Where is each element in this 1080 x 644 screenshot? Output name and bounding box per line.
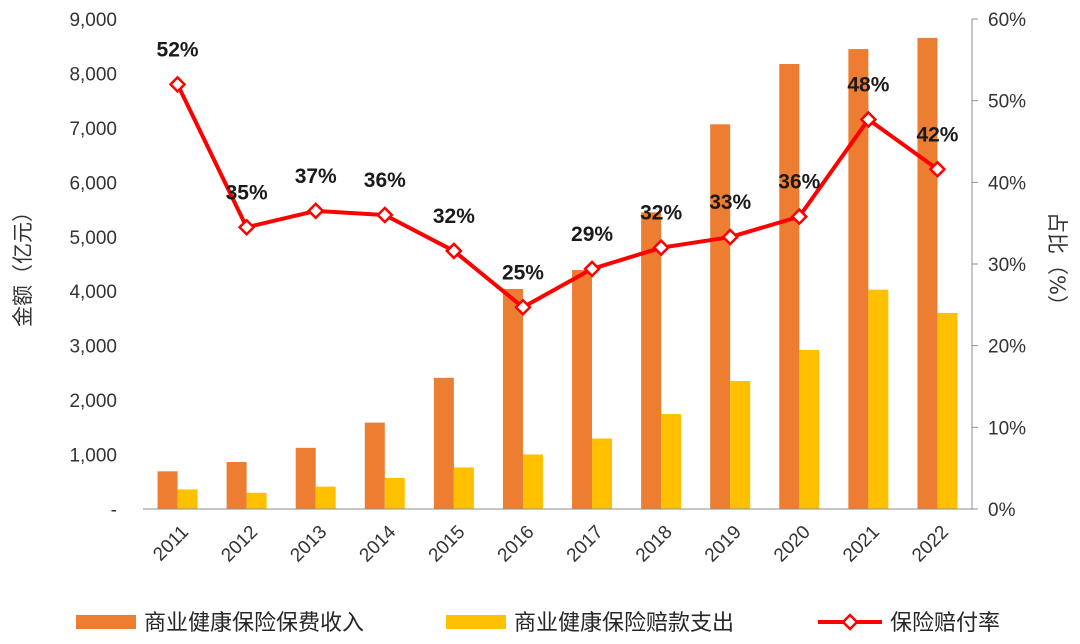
premium-bar <box>295 447 316 509</box>
y2-tick-label: 60% <box>988 10 1026 31</box>
y2-tick-label: 40% <box>988 173 1026 194</box>
legend-swatch <box>446 615 506 629</box>
claims-bar <box>937 313 958 509</box>
y-tick-label: 9,000 <box>69 10 117 31</box>
claims-bar <box>384 477 405 509</box>
ratio-marker <box>928 160 947 179</box>
premium-bar <box>364 422 385 509</box>
y2-tick-label: 20% <box>988 337 1026 358</box>
premium-bar <box>502 288 523 509</box>
ratio-data-label: 33% <box>709 191 751 214</box>
ratio-data-label: 32% <box>433 205 475 228</box>
y-axis-title: 金额（亿元） <box>11 201 35 327</box>
x-tick-label: 2019 <box>701 522 746 567</box>
ratio-data-label: 52% <box>157 38 199 61</box>
ratio-line <box>175 83 939 310</box>
ratio-marker <box>445 242 463 260</box>
y-tick-label: 5,000 <box>69 228 117 249</box>
y2-axis-title: 占比（%） <box>1045 212 1069 316</box>
premium-bar <box>572 270 593 509</box>
legend-marker <box>841 613 859 631</box>
premium-bar <box>641 212 662 510</box>
premium-bar <box>157 471 178 509</box>
claims-bar <box>315 486 336 509</box>
ratio-marker <box>237 218 256 237</box>
plot-area: 52% 35% 37% 36% 32% 25% 29% 32% 33% 36% 48% 42% <box>157 37 959 510</box>
x-tick-label: 2020 <box>770 522 815 567</box>
ratio-marker <box>859 110 878 129</box>
x-tick-label: 2022 <box>908 522 953 567</box>
claims-bar <box>177 489 198 509</box>
ratio-data-label: 36% <box>364 169 406 192</box>
claims-bar <box>799 349 820 509</box>
legend-label: 商业健康保险保费收入 <box>144 611 364 636</box>
ratio-data-label: 35% <box>226 181 268 204</box>
ratio-marker <box>583 260 601 278</box>
ratio-data-label: 42% <box>916 123 958 146</box>
y2-tick-label: 50% <box>988 92 1026 113</box>
legend-label: 商业健康保险赔款支出 <box>514 611 734 636</box>
left-axis: - 1,000 2,000 3,000 4,000 5,000 6,000 7,000 8,00… <box>69 10 117 521</box>
ratio-marker <box>306 202 325 220</box>
x-tick-label: 2015 <box>425 522 470 567</box>
claims-bar <box>730 381 751 509</box>
claims-bar <box>592 438 613 509</box>
premium-bar <box>779 64 800 509</box>
premium-bar <box>433 377 454 509</box>
ratio-data-label: 48% <box>847 73 889 96</box>
x-tick-label: 2013 <box>286 522 331 567</box>
y-tick-label: - <box>111 500 117 521</box>
legend-label: 保险赔付率 <box>890 611 1000 636</box>
ratio-data-label: 25% <box>502 261 544 284</box>
y-tick-label: 1,000 <box>69 446 117 467</box>
y2-tick-label: 0% <box>988 500 1016 521</box>
x-axis: 2011 2012 2013 2014 2015 2016 2017 2018 2019 2020… <box>143 508 972 567</box>
x-tick-label: 2011 <box>149 522 193 566</box>
x-tick-label: 2018 <box>632 522 677 567</box>
ratio-marker <box>652 238 670 257</box>
premium-bar <box>848 49 869 509</box>
ratio-data-label: 36% <box>778 171 820 194</box>
ratio-data-label: 29% <box>571 223 613 246</box>
x-tick-label: 2012 <box>217 522 262 567</box>
x-tick-label: 2017 <box>563 522 608 567</box>
y2-tick-label: 30% <box>988 255 1026 276</box>
y-tick-label: 6,000 <box>69 173 117 194</box>
claims-bar <box>453 467 474 509</box>
y2-tick-label: 10% <box>988 418 1026 439</box>
ratio-marker <box>376 206 394 224</box>
y-tick-label: 2,000 <box>69 391 117 412</box>
y-tick-label: 7,000 <box>69 119 117 140</box>
x-tick-label: 2021 <box>839 522 884 567</box>
y-tick-label: 8,000 <box>69 64 117 85</box>
right-axis: 0% 10% 20% 30% 40% 50% 60% <box>971 10 1026 521</box>
claims-bar <box>522 454 543 509</box>
legend: 商业健康保险保费收入 商业健康保险赔款支出 保险赔付率 <box>76 611 1000 636</box>
y-tick-label: 4,000 <box>69 282 117 303</box>
claims-bar <box>868 289 889 509</box>
x-tick-label: 2016 <box>494 522 539 567</box>
y-tick-label: 3,000 <box>69 337 117 358</box>
x-tick-label: 2014 <box>356 521 401 566</box>
premium-bar <box>710 124 731 509</box>
legend-swatch <box>76 615 136 629</box>
ratio-data-label: 32% <box>640 202 682 225</box>
ratio-marker <box>514 298 532 317</box>
ratio-marker <box>721 228 739 246</box>
premium-bar <box>917 37 938 510</box>
claims-bar <box>661 414 682 509</box>
ratio-marker <box>168 75 187 94</box>
ratio-data-label: 37% <box>295 165 337 188</box>
premium-bar <box>226 462 247 509</box>
ratio-marker <box>790 207 809 226</box>
claims-bar <box>246 492 267 509</box>
